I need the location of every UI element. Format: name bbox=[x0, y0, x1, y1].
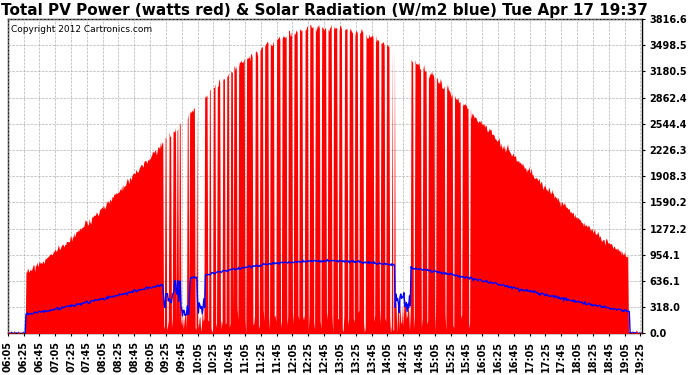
Title: Total PV Power (watts red) & Solar Radiation (W/m2 blue) Tue Apr 17 19:37: Total PV Power (watts red) & Solar Radia… bbox=[1, 3, 649, 18]
Text: Copyright 2012 Cartronics.com: Copyright 2012 Cartronics.com bbox=[11, 25, 152, 34]
